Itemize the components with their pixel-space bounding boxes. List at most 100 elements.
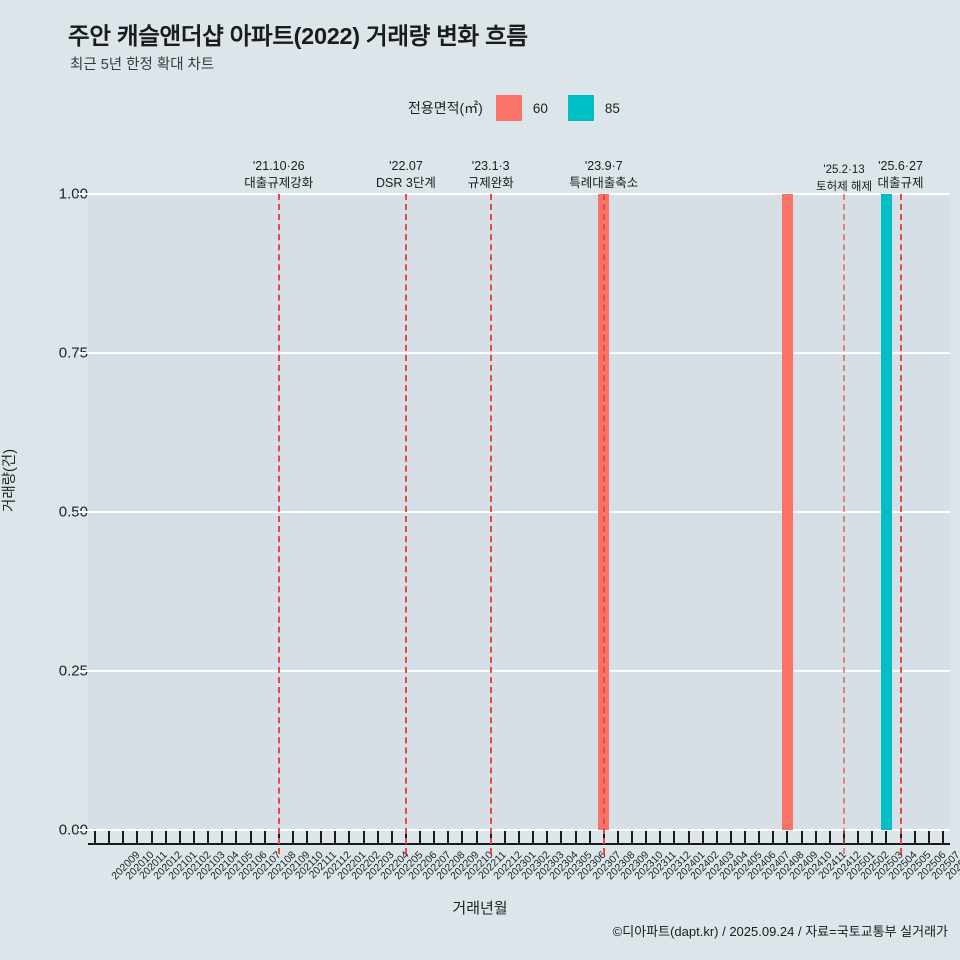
x-tick-mark bbox=[334, 831, 337, 844]
x-tick-mark bbox=[433, 831, 436, 844]
x-tick-mark bbox=[927, 831, 930, 844]
x-tick-mark bbox=[192, 831, 195, 844]
x-tick-mark bbox=[871, 831, 874, 844]
legend-swatch-85 bbox=[567, 95, 594, 121]
legend-title: 전용면적(㎡) bbox=[408, 100, 483, 116]
x-tick-mark bbox=[857, 831, 860, 844]
x-tick-mark bbox=[419, 831, 422, 844]
x-tick-mark bbox=[249, 831, 252, 844]
y-tick-mark bbox=[78, 670, 88, 672]
x-tick-mark bbox=[320, 831, 323, 844]
x-tick-mark bbox=[744, 831, 747, 844]
x-tick-mark bbox=[941, 831, 944, 844]
x-tick-mark bbox=[362, 831, 365, 844]
y-tick-mark bbox=[78, 511, 88, 513]
bar-60-202410[interactable] bbox=[781, 194, 793, 830]
y-tick-mark bbox=[78, 829, 88, 831]
x-tick-mark bbox=[715, 831, 718, 844]
x-tick-mark bbox=[588, 831, 591, 844]
x-tick-mark bbox=[518, 831, 520, 844]
event-line-202506 bbox=[899, 194, 902, 854]
x-tick-mark bbox=[164, 831, 167, 844]
x-tick-mark bbox=[885, 831, 888, 844]
x-tick-mark bbox=[207, 831, 210, 844]
event-line-202301 bbox=[489, 194, 492, 854]
event-line-202207 bbox=[404, 194, 407, 854]
x-tick-mark bbox=[291, 831, 294, 844]
x-tick-mark bbox=[503, 831, 506, 844]
gridline bbox=[88, 511, 950, 513]
x-tick-mark bbox=[659, 831, 662, 844]
x-tick-mark bbox=[150, 831, 153, 844]
x-tick-mark bbox=[108, 831, 111, 844]
x-tick-mark bbox=[306, 831, 309, 844]
event-date: '22.07 bbox=[389, 159, 423, 173]
event-date: '25.2·13 bbox=[823, 164, 865, 176]
x-tick-mark bbox=[631, 831, 634, 844]
x-tick-mark bbox=[814, 831, 817, 844]
x-tick-mark bbox=[263, 831, 266, 844]
event-name: 규제완화 bbox=[467, 176, 514, 190]
event-line-202502 bbox=[843, 194, 846, 854]
event-date: '23.9·7 bbox=[584, 159, 623, 173]
legend-swatch-60 bbox=[495, 95, 522, 121]
y-tick-label: 0.50 bbox=[58, 503, 88, 521]
x-tick-mark bbox=[178, 831, 181, 844]
event-date: '23.1·3 bbox=[471, 159, 510, 173]
event-name: DSR 3단계 bbox=[376, 176, 436, 190]
gridline bbox=[88, 352, 950, 354]
legend-item-60[interactable]: 60 bbox=[495, 95, 556, 121]
x-tick-mark bbox=[574, 831, 577, 844]
x-tick-mark bbox=[348, 831, 351, 844]
footer-note: ©디아파트(dapt.kr) / 2025.09.24 / 자료=국토교통부 실… bbox=[612, 924, 948, 939]
x-tick-mark bbox=[376, 831, 379, 844]
x-tick-mark bbox=[560, 831, 563, 844]
x-tick-mark bbox=[475, 831, 478, 844]
x-tick-mark bbox=[772, 831, 775, 844]
event-label-202502: '25.2·13 토허제 해제 bbox=[816, 162, 872, 196]
x-tick-mark bbox=[687, 831, 690, 844]
event-label-202207: '22.07 DSR 3단계 bbox=[376, 158, 436, 192]
event-line-202309 bbox=[602, 194, 605, 854]
gridline bbox=[88, 670, 950, 672]
y-tick-label: 0.25 bbox=[58, 662, 88, 680]
x-tick-mark bbox=[235, 831, 238, 844]
chart-subtitle: 최근 5년 한정 확대 차트 bbox=[70, 57, 215, 73]
gridline bbox=[88, 193, 950, 195]
event-date: '21.10·26 bbox=[252, 159, 305, 173]
legend-item-85[interactable]: 85 bbox=[567, 95, 628, 121]
plot-area bbox=[88, 193, 950, 831]
bar-85-202505[interactable] bbox=[880, 194, 892, 830]
y-tick-mark bbox=[78, 352, 88, 354]
event-label-202506: '25.6·27 대출규제 bbox=[878, 158, 924, 192]
legend-label-60: 60 bbox=[532, 100, 548, 116]
legend: 전용면적(㎡) 60 85 bbox=[408, 95, 640, 121]
x-tick-mark bbox=[94, 831, 97, 844]
event-name: 대출규제강화 bbox=[244, 176, 314, 190]
event-label-202301: '23.1·3 규제완화 bbox=[468, 158, 514, 192]
x-tick-mark bbox=[828, 831, 831, 844]
y-tick-label: 1.00 bbox=[58, 185, 88, 203]
x-tick-mark bbox=[729, 831, 732, 844]
event-name: 특례대출축소 bbox=[569, 176, 639, 190]
y-tick-label: 0.00 bbox=[58, 821, 88, 839]
event-date: '25.6·27 bbox=[878, 159, 923, 173]
event-line-202110 bbox=[277, 194, 280, 854]
x-tick-mark bbox=[616, 831, 619, 844]
x-tick-mark bbox=[701, 831, 704, 844]
x-tick-mark bbox=[447, 831, 450, 844]
event-label-202309: '23.9·7 특례대출축소 bbox=[569, 158, 638, 192]
gridline bbox=[88, 829, 950, 831]
x-tick-mark bbox=[913, 831, 916, 844]
x-axis-line bbox=[88, 843, 950, 845]
x-axis-title: 거래년월 bbox=[452, 900, 508, 917]
x-tick-mark bbox=[786, 831, 789, 844]
chart-title: 주안 캐슬앤더샵 아파트(2022) 거래량 변화 흐름 bbox=[68, 23, 528, 49]
x-tick-mark bbox=[221, 831, 224, 844]
x-tick-mark bbox=[645, 831, 648, 844]
event-label-202110: '21.10·26 대출규제강화 bbox=[244, 158, 313, 192]
x-tick-mark bbox=[136, 831, 139, 844]
x-tick-mark bbox=[673, 831, 676, 844]
x-tick-mark bbox=[461, 831, 464, 844]
